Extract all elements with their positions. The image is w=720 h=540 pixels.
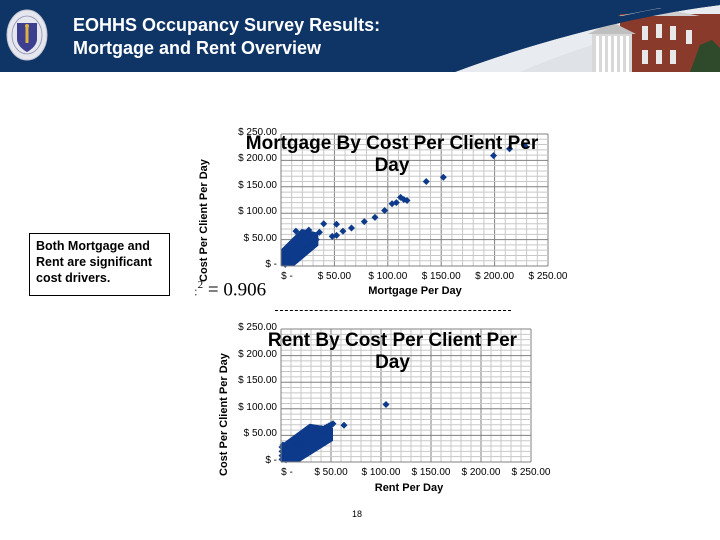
y-tick-label: $ 100.00 bbox=[238, 401, 277, 413]
data-point bbox=[382, 401, 390, 409]
r-squared-prefix: : bbox=[194, 283, 198, 299]
x-tick-label: $ 200.00 bbox=[475, 271, 515, 282]
y-tick-label: $ 150.00 bbox=[238, 375, 277, 387]
data-point bbox=[322, 430, 330, 438]
title-line-1: EOHHS Occupancy Survey Results: bbox=[73, 15, 381, 35]
x-tick-label: $ 100.00 bbox=[361, 467, 401, 478]
r-squared-sup: 2 bbox=[197, 279, 204, 291]
header-banner: EOHHS Occupancy Survey Results: Mortgage… bbox=[0, 0, 720, 72]
data-point bbox=[329, 420, 337, 428]
x-tick-label: $ 200.00 bbox=[461, 467, 501, 478]
data-point bbox=[297, 434, 305, 442]
y-tick-label: $ 250.00 bbox=[238, 322, 277, 333]
mortgage-chart-title: Mortgage By Cost Per Client Per Day bbox=[245, 133, 539, 176]
data-point bbox=[292, 437, 300, 445]
r-squared-annotation: :2 = 0.906 bbox=[194, 279, 266, 301]
data-point bbox=[297, 446, 305, 454]
separator-line bbox=[275, 310, 511, 312]
x-tick-label: $ 100.00 bbox=[368, 271, 408, 282]
data-point bbox=[422, 178, 430, 186]
mortgage-x-axis-label: Mortgage Per Day bbox=[368, 285, 462, 297]
data-point bbox=[333, 220, 341, 228]
data-point bbox=[278, 447, 286, 455]
data-point bbox=[521, 142, 529, 150]
data-point bbox=[347, 224, 355, 232]
mortgage-plot-area bbox=[280, 133, 549, 268]
data-point bbox=[333, 231, 341, 239]
y-tick-label: $ 200.00 bbox=[238, 348, 277, 360]
data-point bbox=[310, 241, 318, 249]
x-tick-label: $ 50.00 bbox=[317, 271, 352, 282]
data-point bbox=[302, 443, 310, 451]
data-point bbox=[292, 227, 300, 235]
data-point bbox=[287, 442, 295, 450]
data-point bbox=[392, 199, 400, 207]
building-photo bbox=[440, 0, 720, 72]
y-tick-label: $ 100.00 bbox=[238, 206, 277, 218]
data-point bbox=[490, 152, 498, 160]
callout-box: Both Mortgage and Rent are significant c… bbox=[29, 233, 170, 296]
data-point bbox=[317, 434, 325, 442]
y-tick-label: $ 150.00 bbox=[238, 179, 277, 191]
title-line-2: Mortgage and Rent Overview bbox=[73, 38, 322, 58]
data-point bbox=[381, 207, 389, 215]
data-point bbox=[312, 438, 320, 446]
x-tick-label: $ - bbox=[281, 271, 293, 282]
data-point bbox=[312, 427, 320, 435]
x-tick-label: $ 50.00 bbox=[314, 467, 348, 478]
data-point bbox=[340, 421, 348, 429]
y-tick-label: $ 50.00 bbox=[243, 232, 277, 244]
r-squared-value: = 0.906 bbox=[207, 279, 267, 301]
data-point bbox=[371, 213, 379, 221]
data-point bbox=[403, 197, 411, 205]
data-point bbox=[287, 453, 295, 461]
data-point bbox=[315, 228, 323, 236]
data-point bbox=[439, 173, 447, 181]
data-point bbox=[506, 145, 514, 153]
mortgage-scatter-chart: Cost Per Client Per Day $ - $ 50.00 $ 100.… bbox=[198, 127, 568, 297]
x-tick-label: $ - bbox=[281, 467, 293, 478]
data-point bbox=[339, 227, 347, 235]
data-point bbox=[302, 431, 310, 439]
page-number: 18 bbox=[352, 509, 363, 519]
x-tick-label: $ 250.00 bbox=[511, 467, 551, 478]
y-tick-label: $ - bbox=[265, 455, 277, 466]
x-tick-label: $ 150.00 bbox=[421, 271, 461, 282]
data-point bbox=[320, 220, 328, 228]
massachusetts-seal-icon bbox=[6, 9, 48, 61]
data-point bbox=[304, 231, 312, 239]
y-tick-label: $ 200.00 bbox=[238, 153, 277, 165]
x-tick-label: $ 150.00 bbox=[411, 467, 451, 478]
rent-chart-title: Rent By Cost Per Client Per Day bbox=[267, 330, 518, 373]
x-tick-label: $ 250.00 bbox=[528, 271, 568, 282]
y-tick-label: $ 250.00 bbox=[238, 127, 277, 138]
y-tick-label: $ - bbox=[265, 259, 277, 270]
rent-x-axis-label: Rent Per Day bbox=[374, 482, 444, 494]
y-tick-label: $ 50.00 bbox=[243, 428, 277, 440]
data-point bbox=[305, 226, 313, 234]
data-point bbox=[360, 218, 368, 226]
data-point bbox=[307, 440, 315, 448]
data-point bbox=[312, 236, 320, 244]
data-point bbox=[291, 254, 299, 262]
page-title: EOHHS Occupancy Survey Results: Mortgage… bbox=[73, 14, 380, 60]
data-point bbox=[317, 424, 325, 432]
data-point bbox=[292, 449, 300, 457]
data-point bbox=[283, 445, 291, 453]
